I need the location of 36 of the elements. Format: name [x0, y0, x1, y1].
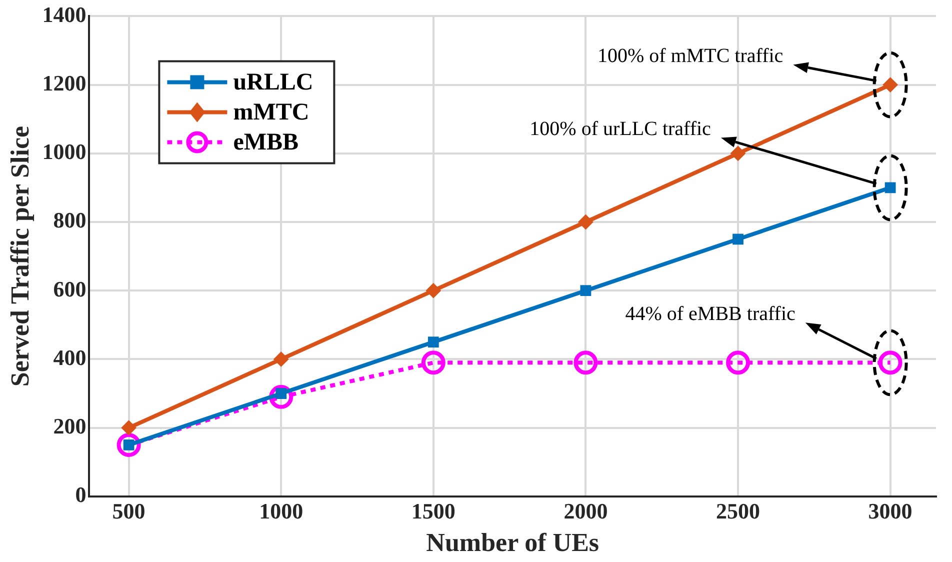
point [730, 146, 746, 161]
legend-label: mMTC [233, 99, 310, 126]
y-tick-label: 1400 [42, 2, 86, 27]
point [578, 214, 594, 230]
x-tick-label: 2500 [716, 498, 760, 524]
point [428, 336, 439, 348]
x-tick-label: 3000 [868, 498, 912, 524]
point [726, 350, 750, 375]
y-tick-label: 1200 [42, 70, 86, 96]
point [884, 182, 896, 194]
x-tick-label: 1500 [411, 498, 456, 524]
x-tick-label: 500 [112, 498, 146, 524]
y-tick-label: 1000 [42, 139, 86, 164]
y-tick-label: 600 [53, 276, 86, 302]
y-tick-label: 0 [75, 482, 86, 508]
legend-label: eMBB [233, 129, 299, 156]
annotation: 44% of eMBB traffic [625, 302, 796, 325]
x-tick-label: 2000 [564, 498, 608, 524]
point [580, 285, 592, 296]
x-axis-title: Number of UEs [426, 528, 600, 558]
point [426, 283, 441, 298]
y-axis-title: Served Traffic per Slice [5, 126, 34, 387]
point [116, 432, 141, 457]
point [121, 420, 136, 436]
y-tick-label: 200 [53, 413, 86, 438]
y-tick-label: 400 [53, 344, 86, 370]
point [421, 350, 446, 375]
annotation: 100% of urLLC traffic [530, 118, 712, 140]
x-tick-label: 1000 [259, 498, 304, 524]
point [574, 350, 598, 375]
point [274, 352, 289, 367]
point [882, 77, 898, 92]
annotation: 100% of mMTC traffic [597, 45, 784, 68]
legend-label: uRLLC [233, 69, 314, 96]
point [732, 234, 744, 245]
y-tick-label: 800 [53, 208, 86, 233]
